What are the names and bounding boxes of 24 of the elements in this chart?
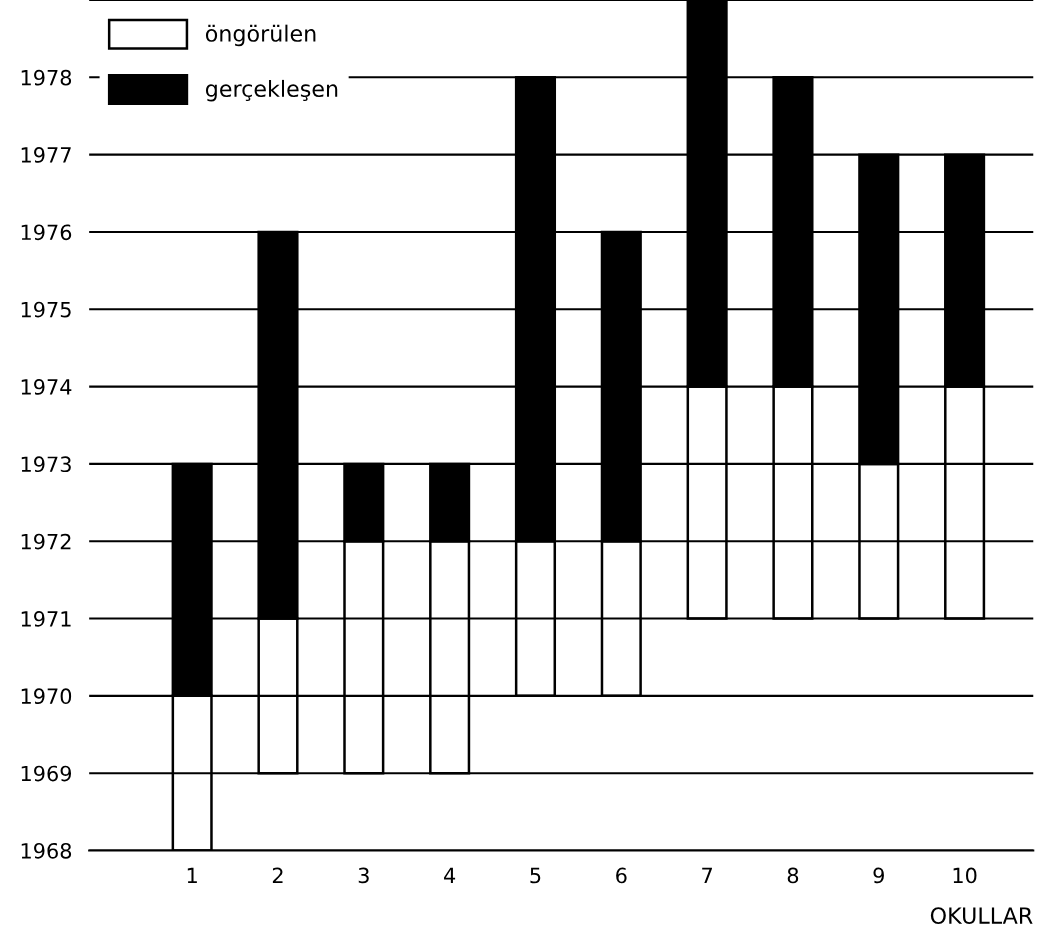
x-tick-label: 6 [616, 867, 627, 884]
legend-label: gerçekleşen [205, 79, 338, 102]
x-axis-title: OKULLAR [930, 907, 1033, 924]
x-tick-label: 10 [953, 867, 977, 884]
y-tick-label: 1975 [21, 301, 71, 318]
x-tick-label: 8 [787, 867, 799, 884]
y-tick-label: 1970 [21, 688, 72, 705]
x-tick-label: 4 [444, 867, 456, 883]
x-tick-label: 1 [187, 867, 197, 883]
y-tick-label: 1969 [21, 765, 72, 782]
legend-label: öngörülen [205, 24, 316, 47]
y-tick-label: 1971 [21, 611, 71, 627]
y-tick-label: 1973 [21, 456, 71, 473]
y-tick-label: 1972 [21, 533, 71, 550]
x-tick-label: 7 [702, 867, 712, 883]
y-tick-label: 1976 [21, 224, 72, 241]
y-tick-label: 1977 [21, 147, 71, 163]
x-tick-label: 5 [530, 867, 541, 884]
y-tick-label: 1968 [21, 842, 72, 859]
x-tick-label: 3 [358, 867, 369, 884]
x-tick-label: 2 [272, 867, 283, 883]
y-tick-label: 1974 [21, 379, 72, 395]
x-tick-label: 9 [873, 867, 884, 884]
y-tick-label: 1978 [21, 69, 72, 86]
